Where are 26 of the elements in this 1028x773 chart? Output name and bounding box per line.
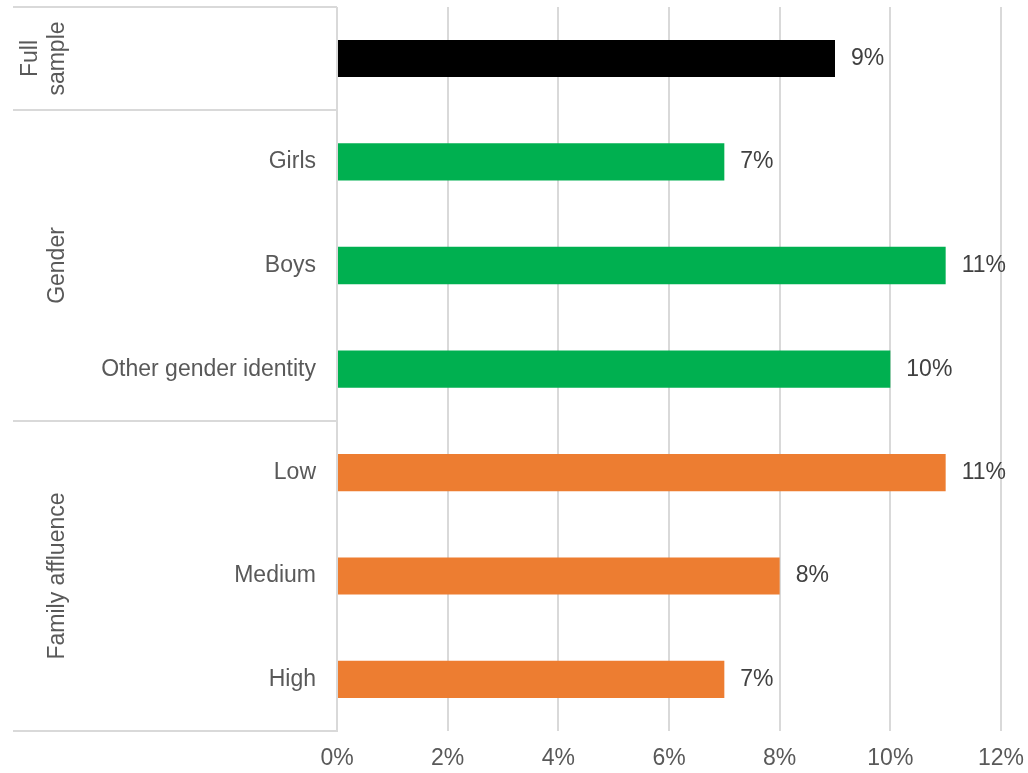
y-tick-label: Boys — [264, 250, 316, 277]
bar — [338, 454, 946, 492]
x-tick-label: 6% — [652, 744, 686, 771]
bar — [338, 660, 725, 698]
y-axis-title: Family affluence — [43, 492, 70, 660]
data-label: 8% — [795, 561, 829, 588]
y-axis-title: Gender — [43, 226, 70, 304]
x-tick-label: 10% — [867, 744, 914, 771]
x-tick-label: 0% — [320, 744, 354, 771]
x-tick-label: 12% — [977, 744, 1025, 771]
data-label: 11% — [961, 458, 1006, 485]
bar — [338, 557, 780, 595]
y-tick-label: Medium — [234, 561, 316, 588]
data-label: 9% — [851, 43, 885, 70]
data-label: 11% — [961, 250, 1006, 277]
y-tick-label: Girls — [268, 147, 316, 174]
x-tick-label: 4% — [541, 744, 575, 771]
y-tick-label: Low — [273, 458, 317, 485]
y-axis-title: Full sample — [15, 21, 70, 96]
x-tick-label: 2% — [431, 744, 465, 771]
x-tick-label: 8% — [763, 744, 797, 771]
y-tick-label: Other gender identity — [101, 354, 317, 381]
y-tick-label: High — [268, 664, 316, 691]
data-label: 7% — [740, 147, 774, 174]
data-label: 10% — [906, 354, 953, 381]
data-label: 7% — [740, 664, 774, 691]
